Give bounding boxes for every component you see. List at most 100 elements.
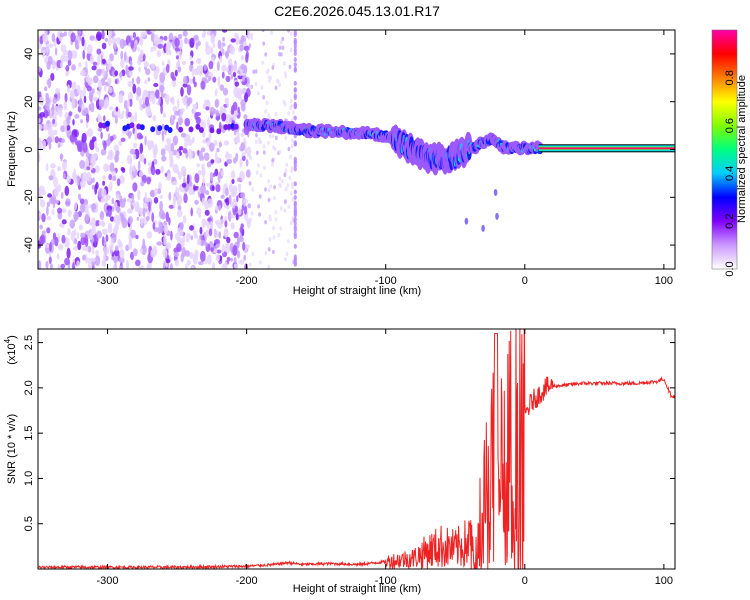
spectrogram-sparse-blob [287, 111, 291, 116]
spectrogram-x-tick-label: 0 [522, 275, 528, 287]
spectrogram-noise-blob [140, 31, 147, 38]
spectrogram-noise-blob [96, 31, 102, 41]
spectrogram-noise-blob [239, 158, 243, 168]
spectrogram-noise-blob [125, 64, 129, 75]
spectrogram-noise-blob [40, 46, 47, 56]
spectrogram-noise-blob [227, 58, 233, 66]
spectrogram-noise-blob [142, 238, 146, 250]
spectrogram-sparse-blob [268, 214, 272, 220]
spectrogram-noise-blob [77, 175, 80, 187]
spectrogram-noise-blob [54, 47, 58, 56]
spectrogram-noise-blob [172, 115, 176, 120]
spectrogram-noise-blob [56, 253, 60, 260]
spectrogram-noise-blob [201, 218, 207, 228]
spectrogram-noise-blob [45, 260, 49, 269]
spectrogram-noise-blob [114, 245, 119, 252]
spectrogram-noise-blob [217, 39, 222, 49]
spectrogram-noise-blob [221, 64, 227, 72]
spectrogram-sparse-blob [278, 45, 282, 50]
spectrogram-noise-blob [42, 35, 49, 43]
spectrogram-noise-blob [130, 251, 134, 261]
spectrogram-noise-blob [161, 60, 165, 67]
spectrogram-sparse-blob [255, 133, 258, 138]
spectrogram-noise-blob [146, 262, 151, 269]
spectrogram-sparse-blob [268, 237, 272, 242]
spectrogram-noise-blob [92, 75, 99, 84]
spectrogram-noise-blob [100, 149, 107, 156]
spectrogram-noise-blob [186, 97, 191, 107]
spectrogram-noise-blob [74, 114, 80, 119]
spectrogram-noise-blob [196, 238, 202, 246]
spectrogram-noise-blob [81, 132, 87, 144]
spectrogram-noise-blob [106, 155, 111, 160]
spectrogram-sparse-blob [265, 70, 269, 75]
spectrogram-noise-blob [163, 35, 168, 41]
spectrogram-noise-blob [161, 155, 167, 162]
snr-y-tick-label: 1.5 [23, 426, 35, 441]
spectrogram-noise-blob [86, 171, 92, 182]
spectrogram-sparse-blob [274, 217, 278, 222]
spectrogram-noise-blob [138, 265, 145, 269]
spectrogram-noise-blob [89, 257, 96, 263]
spectrogram-sparse-blob [262, 150, 266, 155]
spectrogram-noise-blob [53, 176, 58, 188]
spectrogram-noise-blob [179, 112, 183, 119]
spectrogram-noise-blob [210, 46, 214, 55]
spectrogram-noise-blob [44, 56, 49, 64]
spectrogram-noise-blob [38, 43, 42, 49]
spectrogram-noise-blob [63, 31, 67, 37]
spectrogram-noise-blob [89, 54, 94, 64]
spectrogram-noise-blob [91, 224, 97, 234]
spectrogram-noise-blob [244, 147, 248, 154]
spectrogram-noise-blob [212, 76, 217, 83]
spectrogram-noise-blob [221, 244, 225, 254]
spectrogram-noise-blob [222, 36, 225, 42]
spectrogram-noise-blob [85, 246, 89, 252]
spectrogram-noise-blob [128, 239, 133, 250]
spectrogram-noise-blob [137, 189, 141, 201]
spectrogram-noise-blob [224, 243, 231, 255]
spectrogram-noise-blob [103, 115, 106, 122]
spectrogram-noise-blob [208, 228, 213, 237]
spectrogram-noise-blob [79, 159, 86, 169]
spectrogram-early-ridge [167, 127, 173, 133]
spectrogram-noise-blob [88, 103, 92, 111]
spectrogram-noise-blob [231, 178, 235, 184]
spectrogram-noise-blob [225, 75, 231, 83]
spectrogram-noise-blob [218, 204, 222, 211]
spectrogram-noise-blob [78, 62, 82, 68]
spectrogram-noise-blob [134, 111, 138, 122]
spectrogram-sparse-blob [283, 102, 287, 107]
spectrogram-noise-blob [172, 105, 178, 113]
spectrogram-noise-blob [186, 232, 191, 240]
spectrogram-noise-blob [238, 184, 242, 194]
spectrogram-noise-blob [147, 77, 151, 82]
spectrogram-noise-blob [230, 73, 234, 80]
spectrogram-noise-blob [224, 187, 229, 197]
spectrogram-noise-blob [87, 245, 92, 253]
spectrogram-noise-blob [53, 105, 60, 116]
spectrogram-sparse-blob [267, 179, 271, 184]
spectrogram-noise-blob [114, 115, 118, 124]
snr-plot-area [38, 329, 675, 569]
spectrogram-noise-blob [191, 190, 195, 196]
spectrogram-noise-blob [118, 256, 125, 264]
spectrogram-noise-blob [106, 30, 113, 38]
spectrogram-sparse-blob [249, 155, 253, 161]
spectrogram-noise-blob [139, 97, 142, 107]
spectrogram-noise-blob [219, 84, 225, 91]
spectrogram-noise-blob [156, 241, 163, 246]
spectrogram-sparse-blob [284, 74, 288, 79]
spectrogram-noise-blob [209, 142, 215, 152]
spectrogram-band-blob [293, 166, 297, 172]
spectrogram-noise-blob [179, 222, 184, 230]
spectrogram-early-ridge [139, 124, 145, 131]
spectrogram-noise-blob [226, 159, 232, 164]
colorbar-tick-label: 0.8 [724, 70, 736, 85]
snr-y-ticks: 0.5 1.0 1.5 2.0 2.5 [23, 335, 675, 531]
spectrogram-noise-blob [48, 175, 54, 181]
spectrogram-band-blob [293, 62, 297, 68]
spectrogram-noise-blob [109, 216, 115, 222]
spectrogram-noise-blob [160, 104, 164, 115]
spectrogram-noise-blob [159, 221, 163, 229]
